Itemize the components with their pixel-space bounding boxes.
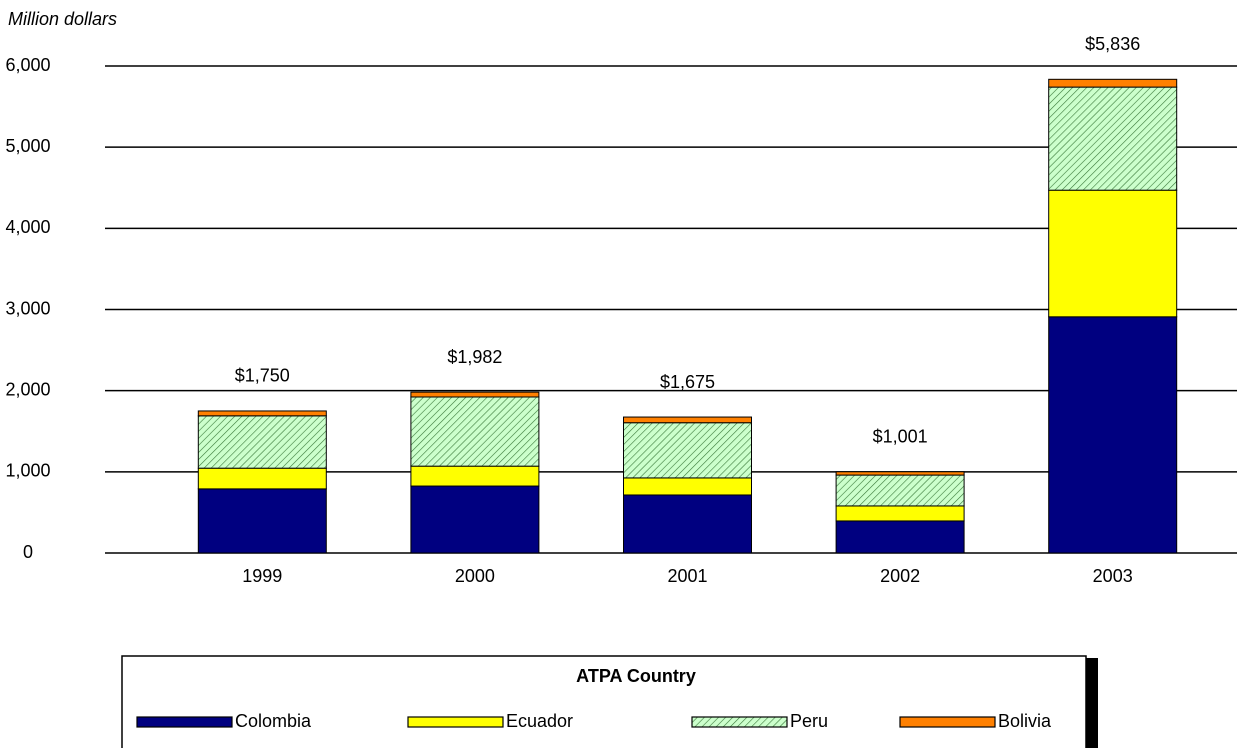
bar-segment: [197, 410, 327, 417]
total-label: $1,982: [447, 347, 502, 367]
bar-segment: [1048, 78, 1178, 88]
legend-swatch: [407, 716, 504, 728]
legend-title: ATPA Country: [576, 666, 696, 686]
x-tick-label: 1999: [242, 566, 282, 586]
x-tick-label: 2000: [455, 566, 495, 586]
bar-segment: [623, 494, 752, 554]
y-tick-label: 0: [23, 542, 33, 562]
y-axis-label: Million dollars: [8, 9, 117, 29]
y-tick-label: 4,000: [5, 217, 50, 237]
legend-shadow: [1086, 658, 1098, 748]
y-tick-label: 6,000: [5, 55, 50, 75]
legend-label: Peru: [790, 711, 828, 731]
bar-segment: [410, 465, 540, 487]
y-tick-label: 5,000: [5, 136, 50, 156]
bar-segment: [623, 422, 752, 479]
bar-segment: [623, 477, 752, 496]
y-tick-label: 1,000: [5, 461, 50, 481]
bar-segment: [1048, 316, 1178, 554]
bar-segment: [197, 467, 327, 490]
legend-swatch: [691, 716, 788, 728]
total-label: $5,836: [1085, 34, 1140, 54]
bar-segment: [410, 396, 540, 467]
x-tick-label: 2003: [1093, 566, 1133, 586]
total-label: $1,750: [235, 366, 290, 386]
bar-segment: [410, 391, 540, 398]
bar-segment: [835, 505, 965, 522]
legend-swatch: [899, 716, 996, 728]
legend-swatch: [136, 716, 233, 728]
bar-segment: [197, 415, 327, 469]
bar-segment: [835, 474, 965, 507]
bar-segment: [835, 520, 965, 554]
legend-box: [121, 655, 1087, 748]
legend-label: Bolivia: [998, 711, 1052, 731]
legend-label: Ecuador: [506, 711, 573, 731]
y-tick-label: 2,000: [5, 379, 50, 399]
bar-segment: [197, 488, 327, 554]
legend-label: Colombia: [235, 711, 312, 731]
x-tick-label: 2002: [880, 566, 920, 586]
bar-segment: [623, 416, 752, 424]
total-label: $1,001: [873, 427, 928, 447]
y-tick-label: 3,000: [5, 298, 50, 318]
x-tick-label: 2001: [667, 566, 707, 586]
bar-segment: [1048, 86, 1178, 191]
bar-segment: [410, 485, 540, 554]
total-label: $1,675: [660, 372, 715, 392]
bar-segment: [835, 471, 965, 476]
bar-segment: [1048, 189, 1178, 318]
